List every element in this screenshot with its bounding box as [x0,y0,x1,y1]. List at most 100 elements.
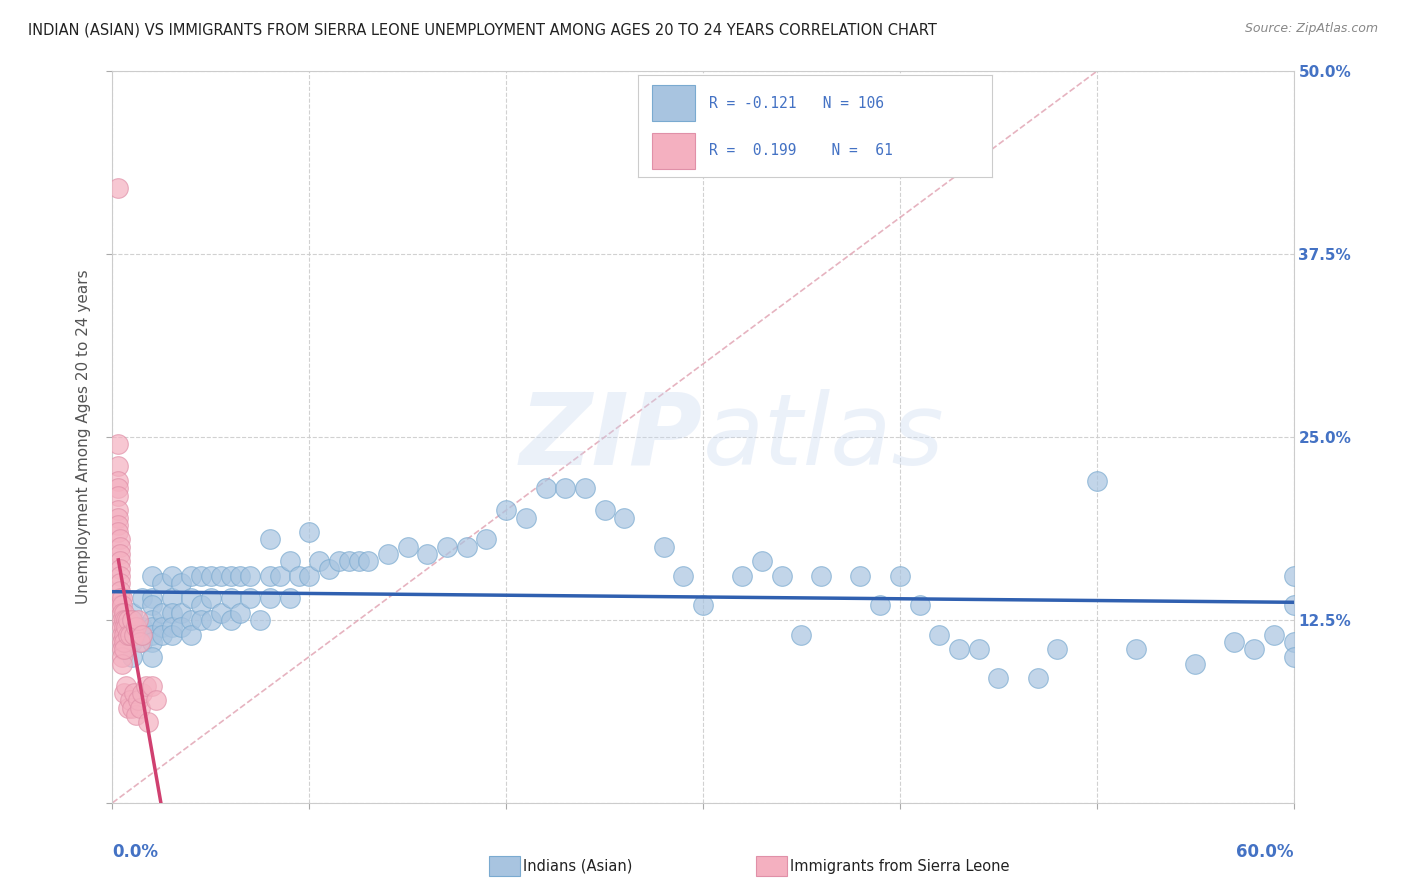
Text: INDIAN (ASIAN) VS IMMIGRANTS FROM SIERRA LEONE UNEMPLOYMENT AMONG AGES 20 TO 24 : INDIAN (ASIAN) VS IMMIGRANTS FROM SIERRA… [28,22,936,37]
Point [107,481,129,495]
Point [160,627,183,641]
Point [112,686,135,700]
Point [278,554,301,568]
Point [117,627,139,641]
Point [515,510,537,524]
Point [131,627,153,641]
Point [200,591,222,605]
Text: 60.0%: 60.0% [1236,843,1294,861]
Point [259,569,281,583]
Point [1282,569,1305,583]
Point [219,613,242,627]
Point [347,554,370,568]
Point [810,569,832,583]
Point [120,693,142,707]
Point [180,591,202,605]
Point [117,700,139,714]
Point [135,679,157,693]
Point [278,591,301,605]
Point [377,547,399,561]
Point [534,481,557,495]
Point [111,627,134,641]
Point [396,540,419,554]
Point [121,627,143,641]
Y-axis label: Unemployment Among Ages 20 to 24 years: Unemployment Among Ages 20 to 24 years [76,269,91,605]
Point [239,569,262,583]
Point [180,613,202,627]
Point [115,613,138,627]
Point [131,627,153,641]
Point [731,569,754,583]
Point [908,599,931,613]
Point [170,576,193,591]
Point [110,562,132,576]
Point [110,540,132,554]
Point [554,481,576,495]
Point [475,533,498,547]
Point [107,437,129,451]
Point [121,606,143,620]
Point [110,576,132,591]
Point [145,693,167,707]
Point [298,525,321,540]
Point [869,599,891,613]
Point [259,591,281,605]
Point [495,503,517,517]
Point [190,599,212,613]
Point [121,635,143,649]
Point [219,591,242,605]
Point [117,613,139,627]
Point [112,613,135,627]
Point [111,591,134,605]
Point [269,569,291,583]
Point [652,540,675,554]
Point [249,613,271,627]
Point [107,474,129,488]
Point [112,627,135,641]
Point [121,700,143,714]
Point [150,576,173,591]
Point [111,620,134,634]
Point [308,554,330,568]
Point [125,708,148,723]
Point [111,599,134,613]
Point [111,635,134,649]
Point [889,569,911,583]
Point [328,554,350,568]
Point [121,649,143,664]
Point [436,540,458,554]
Point [141,569,163,583]
Point [1282,635,1305,649]
Point [849,569,872,583]
Text: Source: ZipAtlas.com: Source: ZipAtlas.com [1244,22,1378,36]
Point [209,606,232,620]
Point [593,503,616,517]
Point [122,686,145,700]
Point [110,583,132,598]
Point [141,649,163,664]
Point [111,613,134,627]
Point [112,606,135,620]
Point [928,627,950,641]
Point [111,642,134,657]
Point [416,547,439,561]
Point [107,489,129,503]
Point [160,620,183,634]
Text: atlas: atlas [703,389,945,485]
Point [107,510,129,524]
Point [141,627,163,641]
Point [107,525,129,540]
Point [357,554,380,568]
Point [107,459,129,474]
Point [141,599,163,613]
Point [259,533,281,547]
Point [1243,642,1265,657]
Point [219,569,242,583]
Point [120,627,142,641]
Point [1125,642,1147,657]
Point [160,606,183,620]
Point [107,517,129,532]
Point [987,672,1010,686]
Point [229,606,252,620]
Point [288,569,311,583]
